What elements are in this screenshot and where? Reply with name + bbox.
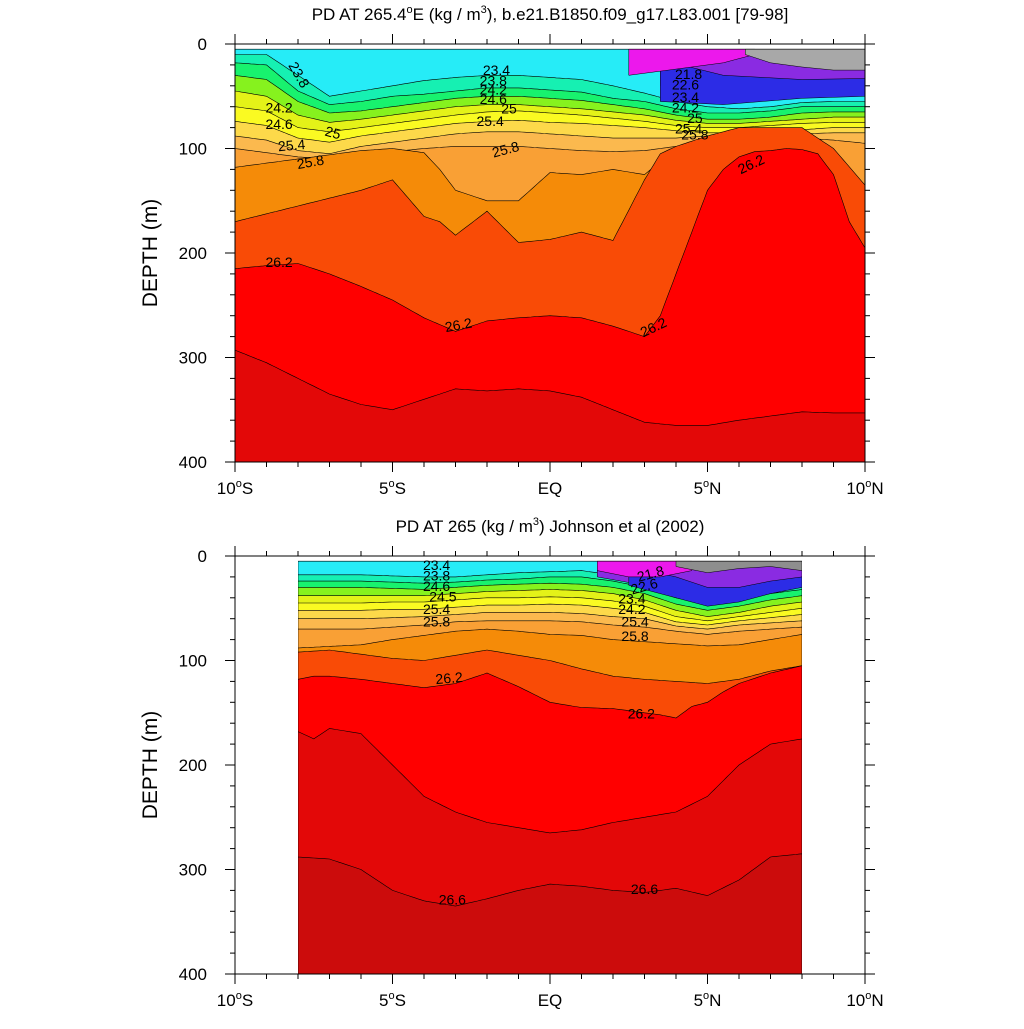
contour-label: 26.6: [631, 881, 658, 897]
panel-title: PD AT 265.4oE (kg / m3), b.e21.B1850.f09…: [312, 4, 789, 24]
contour-label: 25.8: [681, 127, 708, 143]
contour-label: 25.4: [277, 136, 306, 154]
x-tick-label: 10oS: [217, 478, 253, 498]
y-tick-label: 200: [179, 244, 207, 263]
upper-shading-1: [628, 566, 802, 607]
panel-title: PD AT 265 (kg / m3) Johnson et al (2002): [396, 516, 705, 536]
contour-label: 22.6: [629, 575, 660, 598]
upper-shading-2: [597, 560, 693, 578]
contour-label: 25.4: [477, 113, 504, 129]
x-tick-label: 5oS: [379, 478, 406, 498]
x-tick-label: 10oS: [217, 990, 253, 1010]
contour-label: 25.8: [621, 628, 648, 644]
y-tick-label: 300: [179, 349, 207, 368]
y-axis-label: DEPTH (m): [139, 711, 162, 820]
contour-fills: [298, 560, 802, 974]
contour-label: 25: [501, 101, 517, 117]
contour-label: 24.6: [480, 91, 507, 107]
contour-label: 24.2: [672, 99, 699, 115]
upper-shading-3: [745, 48, 865, 71]
contour-label: 26.6: [439, 892, 466, 908]
contour-label: 25.8: [423, 614, 450, 630]
contour-label: 25.4: [621, 614, 648, 630]
y-tick-label: 0: [198, 547, 207, 566]
contour-label: 26.2: [444, 315, 474, 336]
bottom-panel: 23.423.824.624.525.425.821.822.623.424.2…: [139, 516, 884, 1010]
x-tick-label: 10oN: [846, 478, 883, 498]
contour-label: 23.8: [480, 72, 507, 88]
y-tick-label: 400: [179, 965, 207, 984]
contour-label: 26.2: [265, 254, 292, 270]
y-tick-label: 100: [179, 652, 207, 671]
contour-label: 25.8: [296, 152, 326, 173]
contour-label: 23.4: [483, 62, 510, 78]
contour-fills: [235, 48, 865, 462]
y-tick-label: 400: [179, 453, 207, 472]
upper-shading-3: [675, 560, 802, 573]
contour-label: 21.8: [675, 66, 702, 82]
y-tick-label: 200: [179, 756, 207, 775]
x-tick-label: 5oS: [379, 990, 406, 1010]
contour-label: 22.6: [672, 77, 699, 93]
contour-label: 23.4: [618, 591, 645, 607]
contour-label: 25: [687, 110, 703, 126]
contour-label: 24.6: [265, 116, 292, 132]
contour-band-26-6: [235, 349, 865, 462]
contour-label: 24.2: [265, 99, 292, 115]
contour-label: 25.8: [490, 138, 521, 161]
contour-label: 25.4: [675, 120, 702, 136]
contour-label: 26.2: [435, 669, 464, 687]
contour-band-26-4: [235, 148, 865, 462]
x-tick-label: EQ: [538, 991, 563, 1010]
contour-label: 23.4: [423, 557, 450, 573]
x-tick-label: EQ: [538, 479, 563, 498]
upper-shading-1: [660, 59, 865, 105]
x-tick-label: 10oN: [846, 990, 883, 1010]
contour-band-26-8: [298, 853, 802, 974]
x-tick-label: 5oN: [694, 990, 722, 1010]
contour-label: 23.4: [672, 89, 699, 105]
contour-label: 21.8: [635, 562, 666, 585]
contour-label: 26.2: [628, 706, 655, 722]
contour-label: 23.8: [423, 568, 450, 584]
y-tick-label: 300: [179, 861, 207, 880]
x-tick-label: 5oN: [694, 478, 722, 498]
contour-label: 24.2: [618, 601, 645, 617]
top-panel: 23.824.224.6 2525.425.823.423.824.224.625…: [139, 4, 884, 498]
y-axis-label: DEPTH (m): [139, 199, 162, 308]
y-tick-label: 0: [198, 35, 207, 54]
contour-label: 25.4: [423, 601, 450, 617]
contour-label: 25: [323, 123, 342, 143]
contour-label: 24.2: [480, 82, 507, 98]
contour-label: 24.5: [429, 589, 456, 605]
contour-label: 24.6: [423, 578, 450, 594]
y-tick-label: 100: [179, 140, 207, 159]
